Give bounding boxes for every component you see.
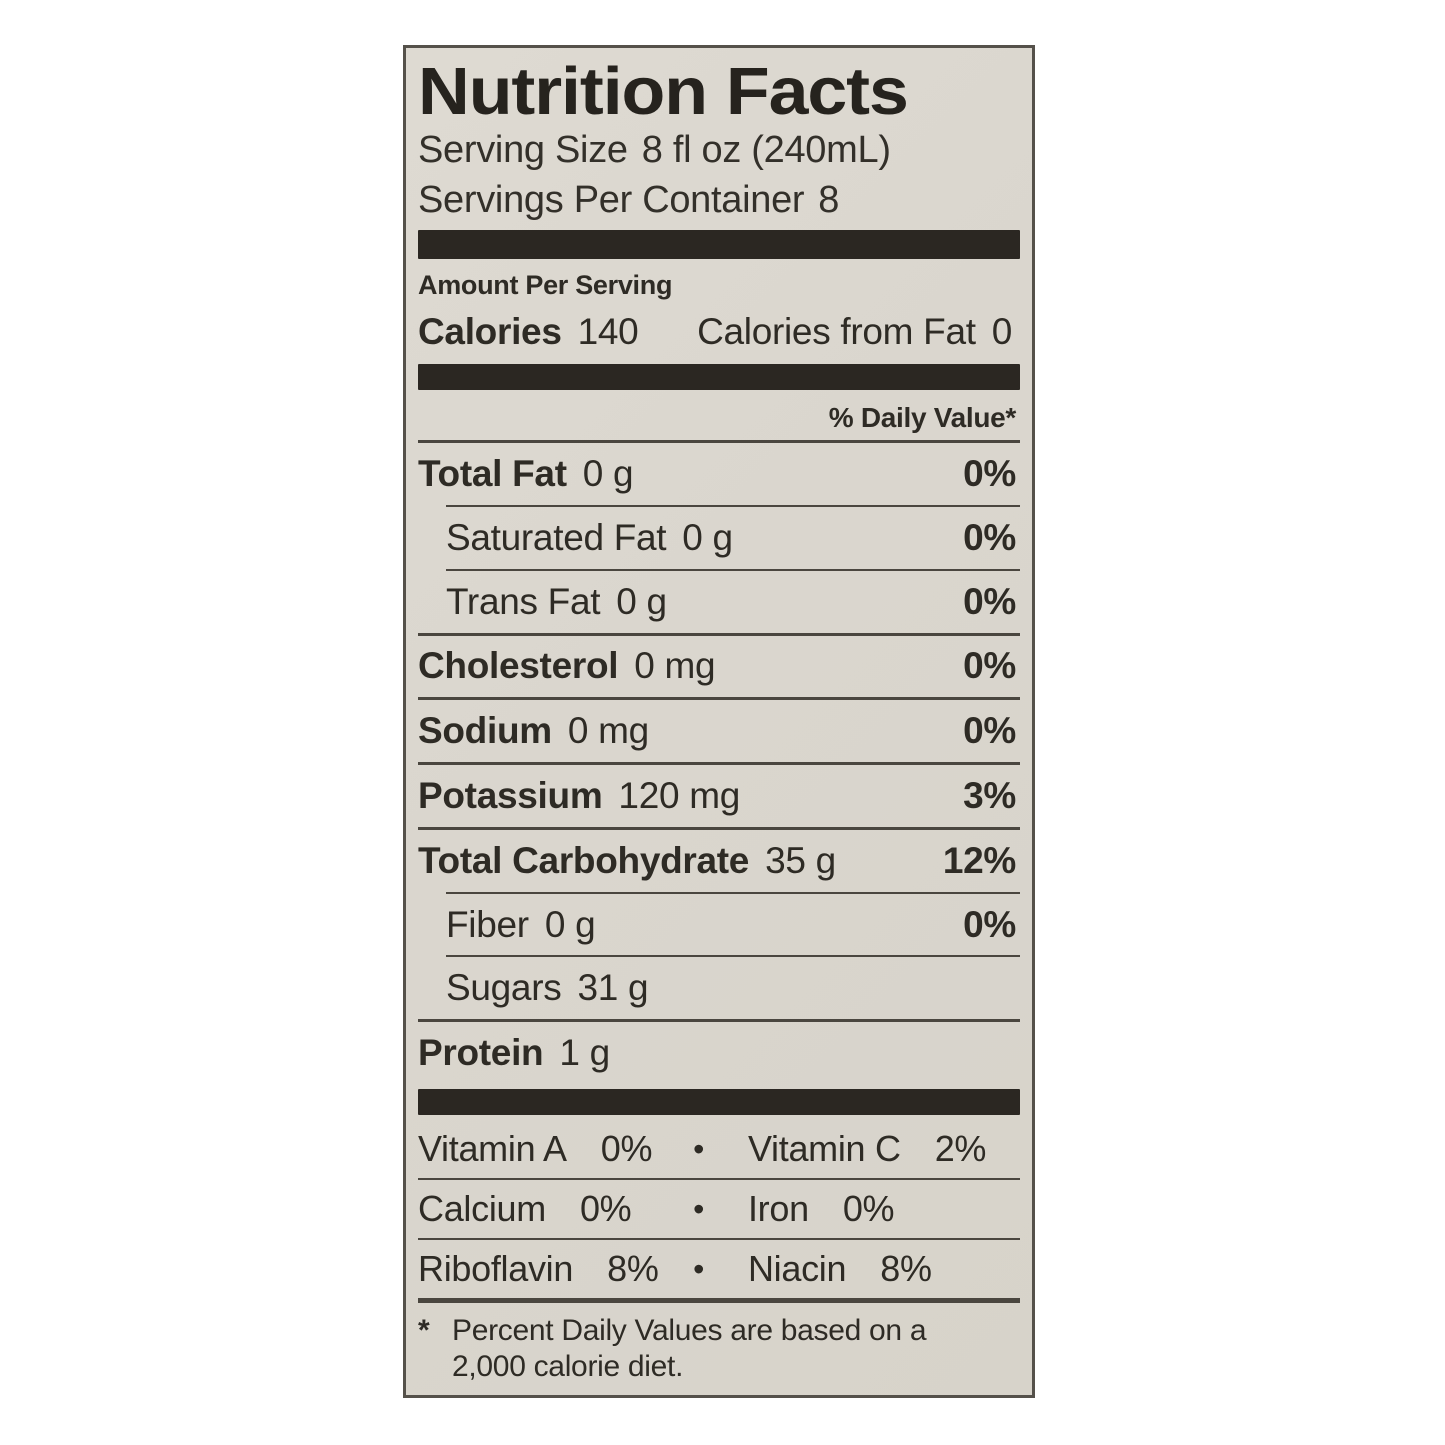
nutrient-row-saturated-fat: Saturated Fat 0 g 0% (418, 507, 1020, 569)
section-divider-bar (418, 363, 1020, 391)
servings-per-container-row: Servings Per Container 8 (418, 175, 1020, 225)
separator (418, 762, 1020, 766)
bullet-separator: • (693, 1130, 704, 1167)
nutrient-daily-value: 12% (942, 839, 1016, 881)
separator (418, 1298, 1020, 1304)
micronutrient-right: Vitamin C 2% (748, 1128, 986, 1170)
nutrient-amount: 0 g (544, 903, 596, 945)
footnote: * Percent Daily Values are based on a 2,… (418, 1313, 1020, 1385)
nutrient-daily-value: 0% (963, 710, 1016, 752)
nutrient-name: Fiber (446, 903, 529, 945)
serving-size-label: Serving Size (418, 129, 628, 171)
nutrient-name: Total Fat (418, 453, 567, 495)
calories-group: Calories 140 (418, 311, 639, 353)
nutrient-daily-value: 0% (963, 903, 1016, 945)
separator (446, 891, 1020, 894)
separator (446, 568, 1020, 571)
bullet-separator: • (693, 1250, 704, 1287)
separator (418, 632, 1020, 636)
nutrient-amount: 1 g (559, 1032, 610, 1074)
micronutrient-name: Vitamin C (747, 1128, 901, 1170)
micronutrient-name: Iron (747, 1188, 809, 1230)
nutrient-name: Sodium (418, 710, 552, 752)
micronutrient-name: Calcium (418, 1188, 546, 1230)
micronutrient-row-vitamins: Vitamin A 0% • Vitamin C 2% (418, 1120, 1020, 1178)
separator (418, 1178, 1020, 1181)
separator (446, 955, 1020, 958)
nutrient-amount: 0 g (616, 580, 667, 622)
nutrient-name: Potassium (418, 774, 603, 816)
separator (418, 1238, 1020, 1241)
nutrient-amount: 0 mg (567, 710, 649, 752)
nutrient-row-trans-fat: Trans Fat 0 g 0% (418, 571, 1020, 633)
nutrient-row-total-carbohydrate: Total Carbohydrate 35 g 12% (418, 830, 1020, 892)
calories-value: 140 (577, 311, 639, 353)
nutrient-name: Total Carbohydrate (418, 839, 750, 881)
separator (418, 826, 1020, 830)
nutrition-facts-label: Nutrition Facts Serving Size 8 fl oz (24… (403, 45, 1035, 1398)
micronutrient-value: 2% (934, 1128, 987, 1170)
footnote-text: Percent Daily Values are based on a 2,00… (452, 1314, 927, 1384)
nutrient-row-sugars: Sugars 31 g (418, 957, 1020, 1019)
nutrient-daily-value: 0% (963, 645, 1016, 687)
nutrient-amount: 120 mg (618, 774, 741, 816)
serving-size-row: Serving Size 8 fl oz (240mL) (418, 125, 1020, 175)
bullet-separator: • (693, 1190, 704, 1227)
nutrient-daily-value: 3% (963, 774, 1016, 816)
separator (418, 1019, 1020, 1023)
amount-per-serving-heading: Amount Per Serving (418, 269, 673, 300)
section-divider-bar (418, 230, 1020, 260)
footnote-marker: * (418, 1314, 430, 1348)
micronutrient-left: Vitamin A 0% (418, 1128, 693, 1170)
nutrient-daily-value: 0% (963, 580, 1016, 622)
calories-row: Calories 140 Calories from Fat 0 (418, 306, 1020, 359)
nutrient-name: Sugars (446, 967, 562, 1009)
nutrient-row-potassium: Potassium 120 mg 3% (418, 765, 1020, 827)
separator (418, 697, 1020, 701)
daily-value-header: % Daily Value* (828, 401, 1017, 433)
micronutrient-row-b-vitamins: Riboflavin 8% • Niacin 8% (418, 1240, 1020, 1298)
label-title: Nutrition Facts (418, 54, 909, 129)
nutrient-daily-value: 0% (963, 516, 1016, 558)
micronutrient-value: 0% (842, 1188, 895, 1230)
section-divider-bar (418, 1089, 1020, 1116)
calories-from-fat-label: Calories from Fat (697, 311, 976, 353)
micronutrient-value: 0% (579, 1188, 632, 1230)
separator (418, 440, 1020, 444)
nutrient-row-total-fat: Total Fat 0 g 0% (418, 443, 1020, 505)
micronutrient-name: Vitamin A (418, 1128, 567, 1170)
servings-per-container-value: 8 (818, 179, 840, 222)
micronutrient-value: 8% (607, 1248, 659, 1290)
micronutrient-right: Niacin 8% (748, 1248, 932, 1290)
nutrient-row-cholesterol: Cholesterol 0 mg 0% (418, 636, 1020, 698)
micronutrient-name: Niacin (747, 1248, 847, 1290)
nutrient-name: Protein (418, 1032, 544, 1074)
nutrient-amount: 0 mg (634, 645, 716, 687)
calories-from-fat-group: Calories from Fat 0 (697, 311, 1012, 353)
micronutrient-left: Riboflavin 8% (418, 1248, 693, 1290)
nutrient-name: Trans Fat (446, 580, 601, 622)
serving-size-value: 8 fl oz (240mL) (641, 129, 891, 171)
micronutrient-value: 0% (600, 1128, 653, 1170)
nutrient-amount: 0 g (582, 453, 634, 495)
nutrient-name: Cholesterol (418, 645, 619, 687)
nutrient-row-fiber: Fiber 0 g 0% (418, 894, 1020, 956)
micronutrient-right: Iron 0% (747, 1188, 895, 1230)
micronutrient-name: Riboflavin (418, 1248, 574, 1290)
calories-from-fat-value: 0 (991, 311, 1013, 353)
nutrient-amount: 31 g (577, 967, 649, 1009)
separator (446, 504, 1020, 507)
micronutrient-left: Calcium 0% (418, 1188, 693, 1230)
micronutrient-value: 8% (880, 1248, 932, 1290)
micronutrient-row-minerals: Calcium 0% • Iron 0% (418, 1180, 1020, 1238)
nutrient-row-sodium: Sodium 0 mg 0% (418, 700, 1020, 762)
calories-label: Calories (418, 311, 562, 353)
nutrient-name: Saturated Fat (446, 516, 667, 558)
nutrient-amount: 0 g (682, 516, 733, 558)
nutrient-amount: 35 g (765, 839, 836, 881)
servings-per-container-label: Servings Per Container (418, 179, 805, 222)
nutrient-daily-value: 0% (963, 453, 1016, 495)
nutrient-row-protein: Protein 1 g (418, 1022, 1020, 1084)
